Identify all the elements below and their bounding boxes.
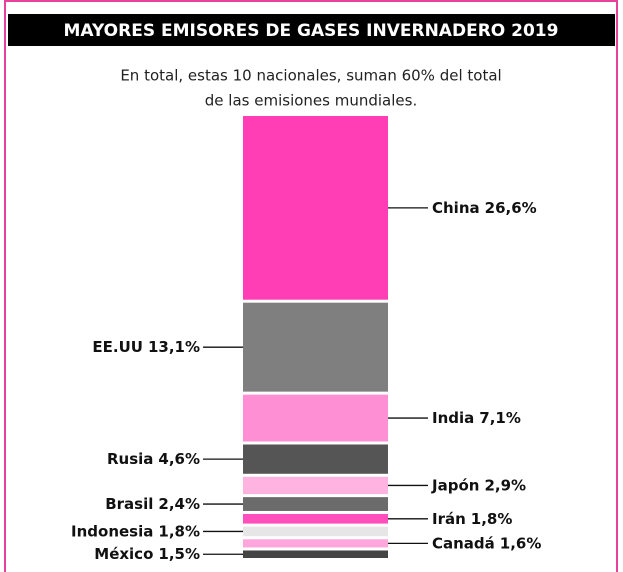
- bar-segment: [243, 539, 388, 548]
- category-name: China: [432, 198, 480, 216]
- category-name: Brasil: [105, 495, 153, 513]
- category-name: EE.UU: [92, 338, 143, 356]
- value-label: 7,1%: [479, 409, 521, 427]
- segment-label: Indonesia 1,8%: [71, 522, 200, 540]
- value-label: 2,4%: [158, 495, 200, 513]
- category-name: Irán: [432, 509, 466, 527]
- chart-title: MAYORES EMISORES DE GASES INVERNADERO 20…: [64, 21, 559, 41]
- value-label: 13,1%: [148, 338, 200, 356]
- bar-segment: [243, 513, 388, 524]
- value-label: 1,8%: [471, 509, 513, 527]
- segment-label: China 26,6%: [432, 198, 537, 216]
- segment-label: México 1,5%: [94, 545, 200, 563]
- subtitle: de las emisiones mundiales.: [205, 92, 417, 110]
- bar-segment: [243, 476, 388, 495]
- title-bar: [8, 14, 615, 46]
- subtitle: En total, estas 10 nacionales, suman 60%…: [120, 67, 501, 85]
- frame: [4, 0, 618, 572]
- value-label: 1,5%: [158, 545, 200, 563]
- bar-segment: [243, 497, 388, 511]
- category-name: India: [432, 409, 474, 427]
- segment-label: Irán 1,8%: [432, 509, 512, 527]
- bar-segment: [243, 444, 388, 474]
- bar-segment: [243, 550, 388, 558]
- segment-label: Brasil 2,4%: [105, 495, 200, 513]
- segment-label: Canadá 1,6%: [432, 534, 541, 552]
- segment-label: Japón 2,9%: [431, 476, 526, 494]
- category-name: México: [94, 545, 153, 563]
- category-name: Japón: [431, 476, 479, 494]
- bar-segment: [243, 526, 388, 537]
- value-label: 26,6%: [485, 198, 537, 216]
- value-label: 1,8%: [158, 522, 200, 540]
- value-label: 2,9%: [484, 476, 526, 494]
- value-label: 1,6%: [500, 534, 542, 552]
- value-label: 4,6%: [158, 450, 200, 468]
- category-name: Indonesia: [71, 522, 153, 540]
- segment-label: India 7,1%: [432, 409, 521, 427]
- category-name: Rusia: [107, 450, 153, 468]
- category-name: Canadá: [432, 534, 495, 552]
- bar-segment: [243, 394, 388, 442]
- segment-label: EE.UU 13,1%: [92, 338, 200, 356]
- bar-segment: [243, 116, 388, 300]
- segment-label: Rusia 4,6%: [107, 450, 200, 468]
- bar-segment: [243, 302, 388, 392]
